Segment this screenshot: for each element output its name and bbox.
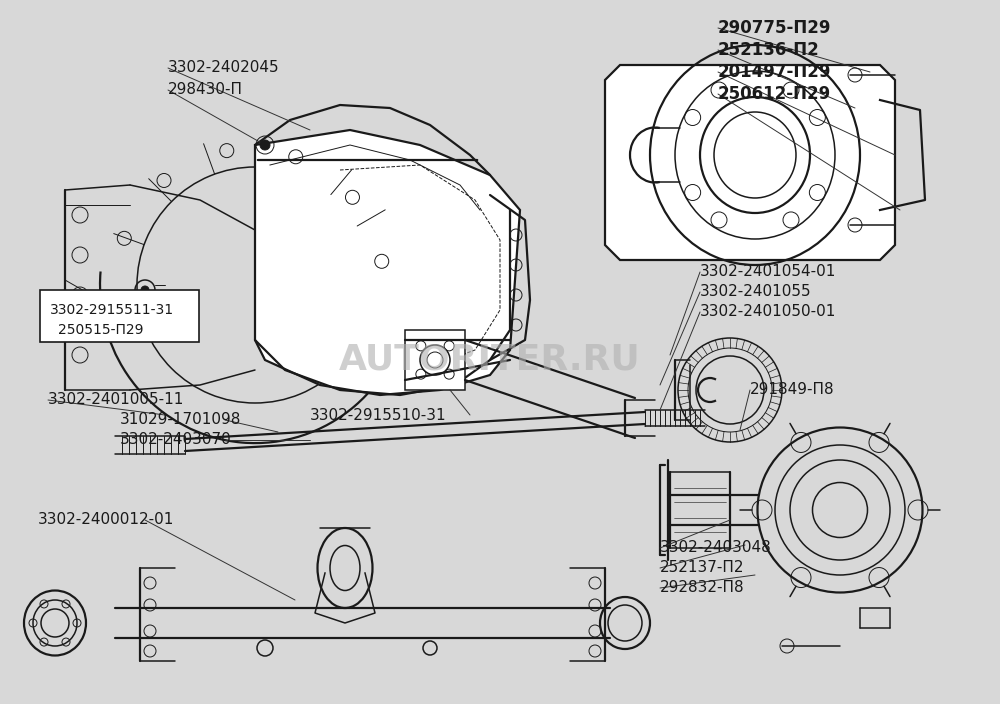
Text: 3302-2401055: 3302-2401055 [700, 284, 812, 299]
Polygon shape [405, 330, 465, 390]
Text: 3302-2401005-11: 3302-2401005-11 [48, 393, 184, 408]
Text: 292832-П8: 292832-П8 [660, 581, 745, 596]
Text: 3302-2401050-01: 3302-2401050-01 [700, 305, 836, 320]
Text: 201497-П29: 201497-П29 [718, 63, 832, 81]
Text: 3302-2915511-31: 3302-2915511-31 [50, 303, 174, 317]
Text: 250515-П29: 250515-П29 [58, 323, 144, 337]
Text: 291849-П8: 291849-П8 [750, 382, 835, 398]
Text: 3302-2401054-01: 3302-2401054-01 [700, 265, 836, 279]
Text: 3302-2915510-31: 3302-2915510-31 [310, 408, 447, 422]
Text: AUTORITER.RU: AUTORITER.RU [339, 343, 641, 377]
Text: 298430-П: 298430-П [168, 82, 243, 97]
Text: 252136-П2: 252136-П2 [718, 41, 820, 59]
Ellipse shape [141, 286, 149, 294]
Text: 3302-2403070: 3302-2403070 [120, 432, 232, 448]
Ellipse shape [260, 140, 270, 150]
Text: 3302-2403048: 3302-2403048 [660, 541, 772, 555]
Text: 31029-1701098: 31029-1701098 [120, 413, 241, 427]
Polygon shape [605, 65, 895, 260]
Polygon shape [255, 130, 520, 395]
Text: 250612-П29: 250612-П29 [718, 85, 831, 103]
Text: 290775-П29: 290775-П29 [718, 19, 832, 37]
FancyBboxPatch shape [40, 290, 199, 342]
Text: 3302-2402045: 3302-2402045 [168, 61, 280, 75]
Text: 3302-2400012-01: 3302-2400012-01 [38, 513, 174, 527]
Text: 252137-П2: 252137-П2 [660, 560, 744, 575]
